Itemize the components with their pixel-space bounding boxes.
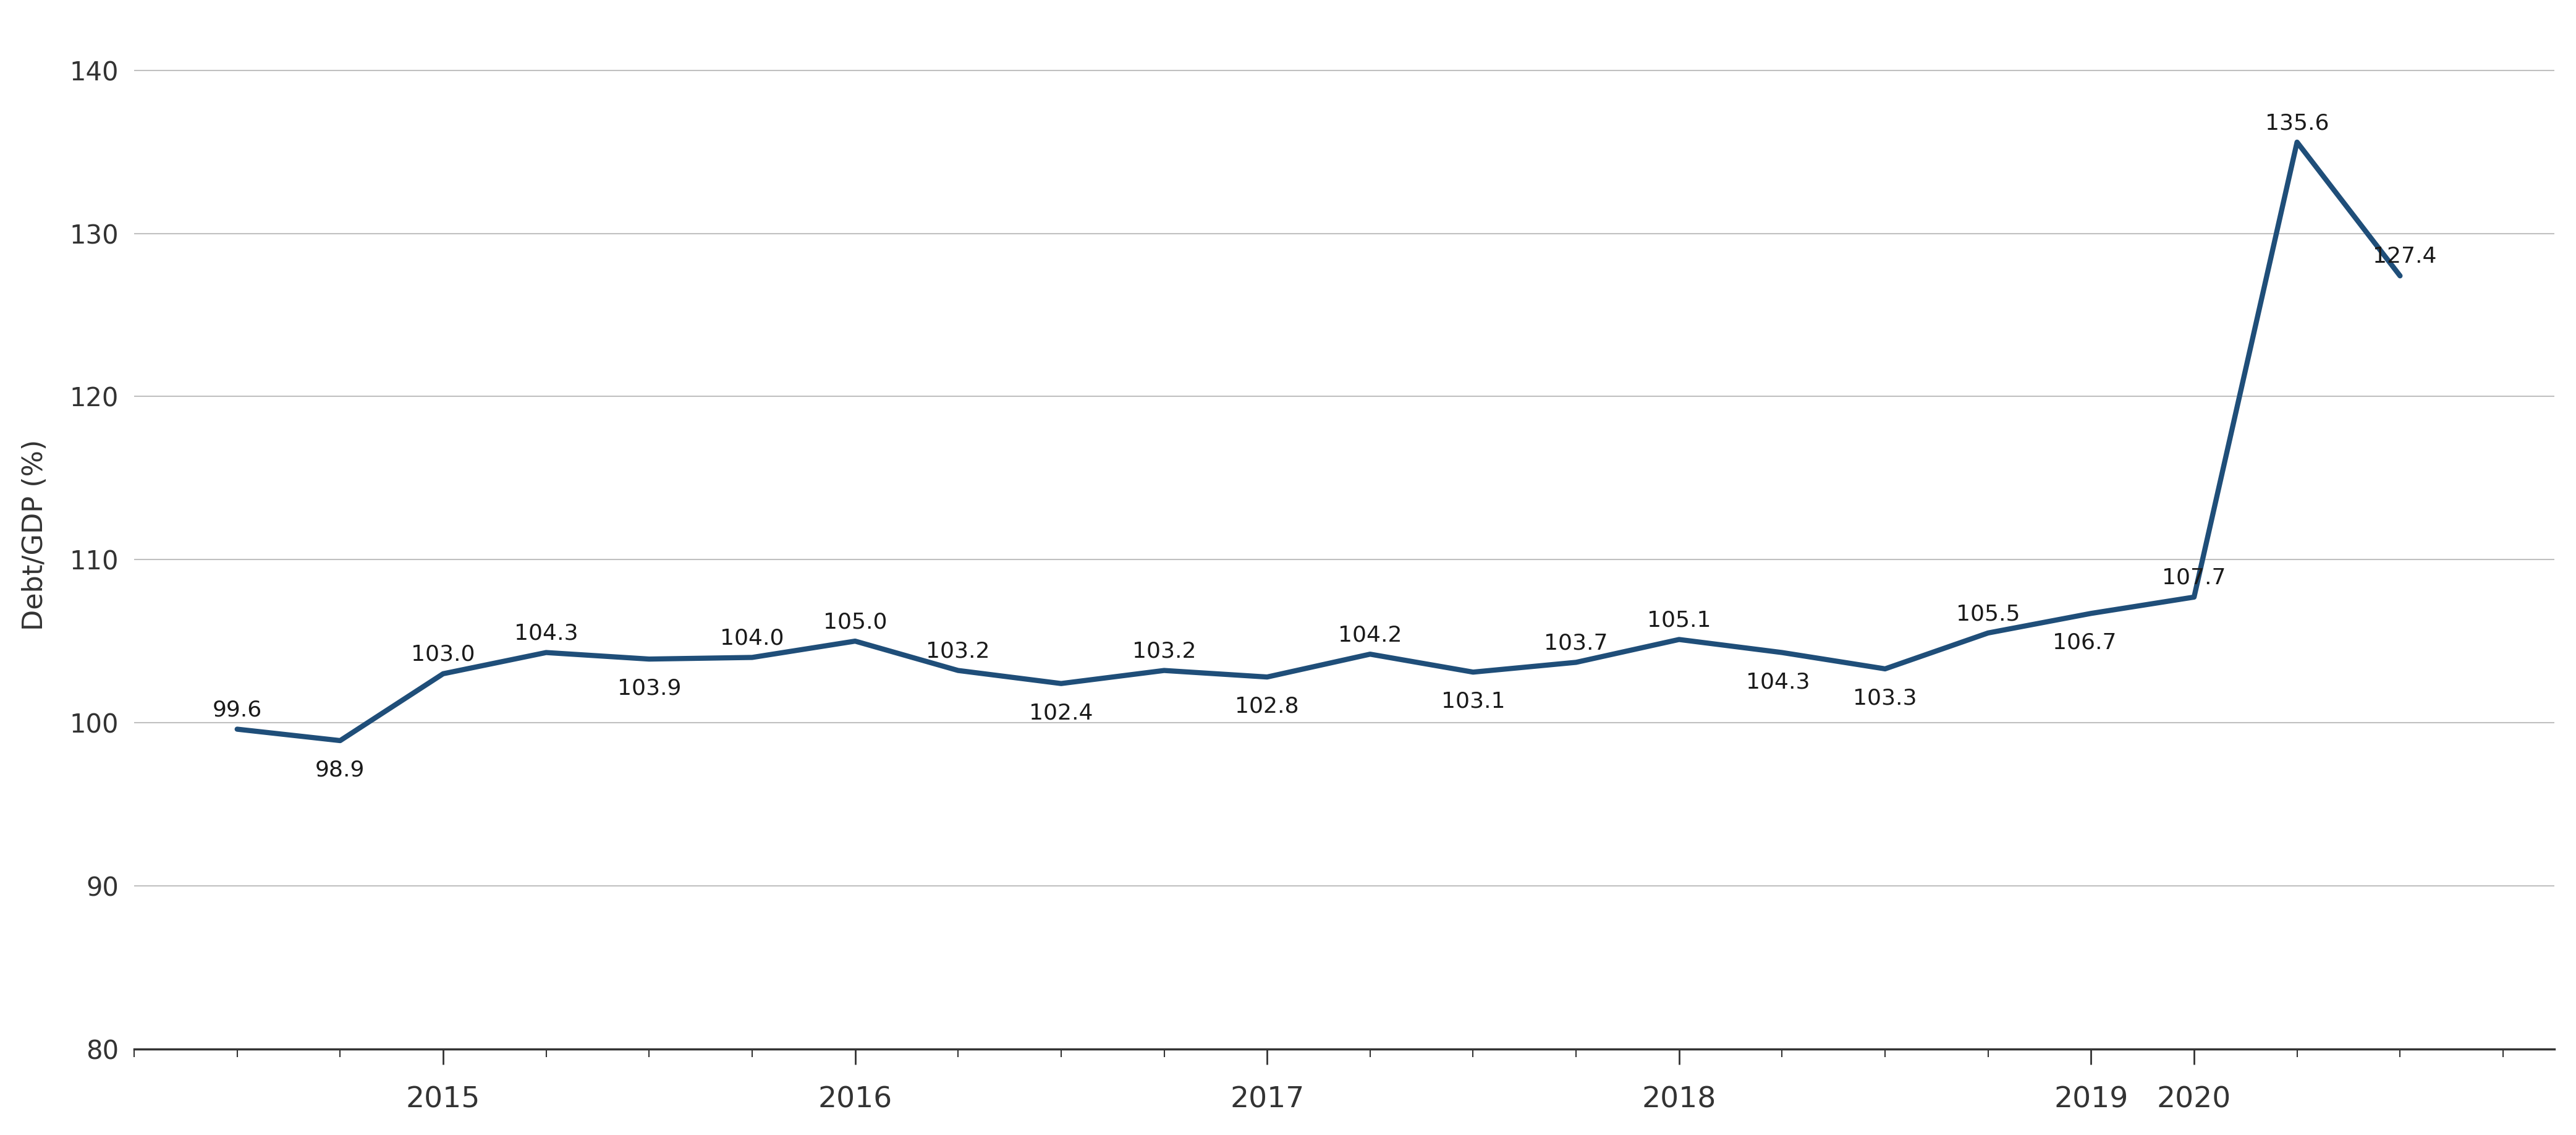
Text: 98.9: 98.9: [314, 759, 366, 781]
Text: 127.4: 127.4: [2372, 246, 2437, 267]
Text: 105.0: 105.0: [824, 612, 886, 632]
Text: 105.1: 105.1: [1646, 609, 1710, 631]
Text: 104.2: 104.2: [1337, 624, 1401, 646]
Text: 103.9: 103.9: [618, 678, 680, 699]
Text: 102.8: 102.8: [1234, 696, 1298, 717]
Text: 106.7: 106.7: [2053, 632, 2115, 654]
Text: 102.4: 102.4: [1030, 703, 1092, 723]
Text: 135.6: 135.6: [2264, 112, 2329, 134]
Text: 103.0: 103.0: [412, 645, 474, 665]
Text: 104.3: 104.3: [1747, 672, 1811, 692]
Text: 103.7: 103.7: [1543, 632, 1607, 654]
Text: 103.2: 103.2: [927, 641, 989, 662]
Y-axis label: Debt/GDP (%): Debt/GDP (%): [21, 439, 49, 631]
Text: 104.3: 104.3: [515, 623, 577, 644]
Text: 103.2: 103.2: [1131, 641, 1195, 662]
Text: 104.0: 104.0: [721, 628, 783, 649]
Text: 105.5: 105.5: [1955, 604, 2020, 624]
Text: 103.3: 103.3: [1852, 688, 1917, 708]
Text: 107.7: 107.7: [2161, 568, 2226, 589]
Text: 103.1: 103.1: [1440, 691, 1504, 712]
Text: 99.6: 99.6: [211, 699, 263, 721]
